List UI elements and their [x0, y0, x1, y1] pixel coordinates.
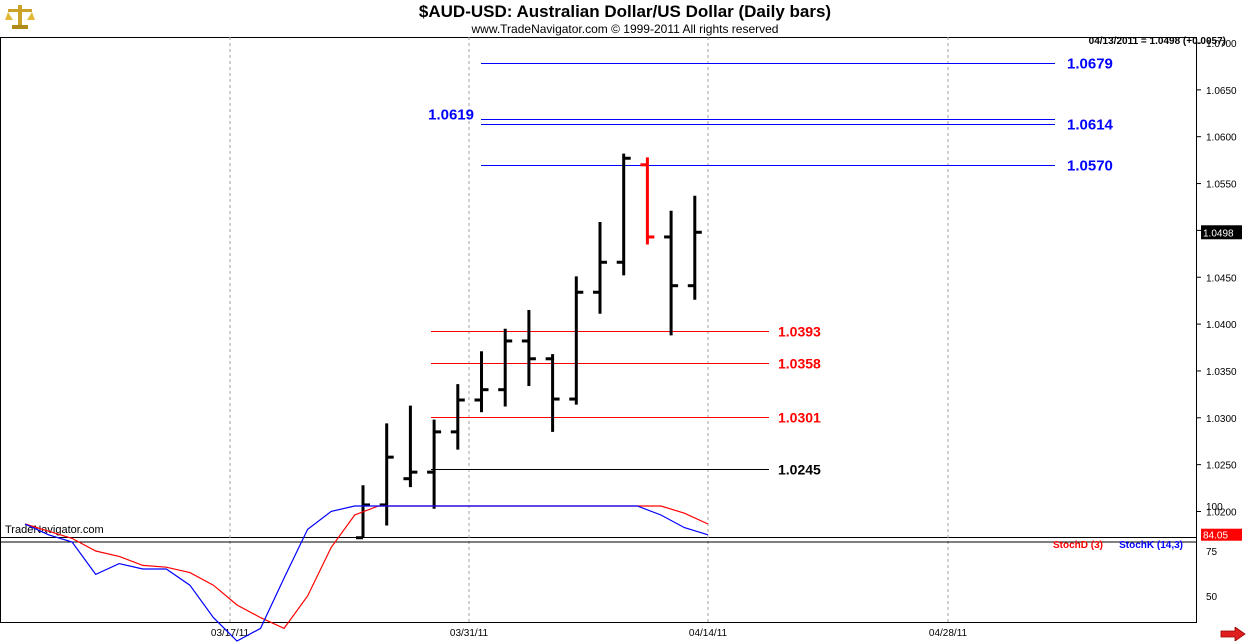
ohlc-bar	[640, 157, 655, 245]
level-label: 1.0570	[1067, 158, 1113, 175]
price-readout: 04/13/2011 = 1.0498 (+0.0057)	[1088, 36, 1226, 47]
y-tick-label: 1.0600	[1206, 133, 1237, 144]
y-tick-label: 1.0300	[1206, 414, 1237, 425]
ohlc-bar	[498, 328, 513, 407]
stoch-value-box	[1201, 528, 1242, 541]
chart-frame	[0, 37, 1197, 623]
level-label: 1.0679	[1067, 56, 1113, 73]
level-label: 1.0393	[778, 324, 821, 340]
y-tick-label: 1.0250	[1206, 461, 1237, 472]
stochd-line	[24, 505, 709, 630]
ohlc-bar	[545, 354, 560, 432]
ohlc-bar	[427, 419, 442, 509]
legend-stochk: StochK (14,3)	[1119, 540, 1183, 551]
y-tick-label: 1.0200	[1206, 508, 1237, 519]
y-tick-label: 1.0650	[1206, 86, 1237, 97]
ohlc-bar	[474, 351, 489, 413]
y-tick-label: 1.0550	[1206, 180, 1237, 191]
chart-subtitle: www.TradeNavigator.com © 1999-2011 All r…	[471, 22, 779, 36]
stochk-line	[24, 505, 709, 642]
level-label: 1.0614	[1067, 117, 1114, 134]
ohlc-bar	[356, 485, 370, 540]
y-tick-label: 1.0400	[1206, 320, 1237, 331]
ohlc-bar	[403, 405, 418, 488]
ohlc-bar	[593, 221, 607, 314]
x-tick-label: 03/31/11	[450, 628, 489, 639]
chart-title: $AUD-USD: Australian Dollar/US Dollar (D…	[418, 2, 832, 21]
x-tick-label: 04/14/11	[689, 628, 728, 639]
x-tick-label: 04/28/11	[929, 628, 968, 639]
y-tick-label: 1.0450	[1206, 273, 1237, 284]
ohlc-bar	[687, 195, 702, 300]
ohlc-bar	[450, 384, 465, 450]
y-tick-label: 1.0350	[1206, 367, 1237, 378]
legend-stochd: StochD (3)	[1053, 540, 1103, 551]
stoch-value-label: 84.05	[1203, 531, 1228, 542]
last-price-box	[1201, 225, 1242, 240]
trade-navigator-logo-icon	[5, 5, 35, 29]
scroll-right-arrow-icon[interactable]	[1220, 627, 1246, 641]
stoch-y-tick-label: 100	[1206, 502, 1223, 513]
ohlc-bar	[569, 276, 584, 405]
level-label: 1.0245	[778, 462, 821, 478]
y-tick-label: 1.0700	[1206, 39, 1237, 50]
stoch-y-tick-label: 75	[1206, 547, 1218, 558]
ohlc-bar	[521, 310, 536, 386]
brand-label: TradeNavigator.com	[5, 524, 104, 536]
level-label: 1.0619	[428, 107, 474, 124]
last-price-label: 1.0498	[1203, 228, 1234, 239]
level-label: 1.0301	[778, 410, 821, 426]
ohlc-bar	[379, 423, 394, 526]
level-label: 1.0358	[778, 356, 821, 372]
ohlc-bar	[664, 210, 679, 336]
stoch-y-tick-label: 50	[1206, 592, 1218, 603]
ohlc-bar	[616, 153, 631, 276]
